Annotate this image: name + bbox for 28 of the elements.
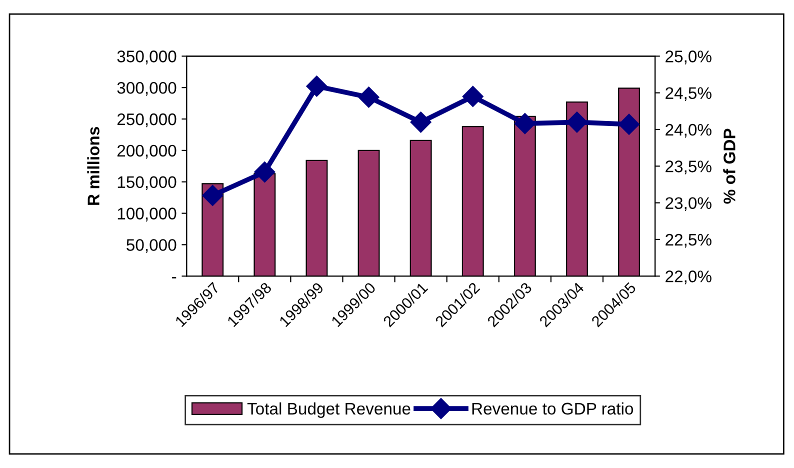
y2-tick-label: 24,0% xyxy=(666,124,712,138)
point xyxy=(358,86,380,108)
y2-tick-label: 24,5% xyxy=(666,87,712,101)
y-tick-label: 200,000 xyxy=(117,144,176,159)
y-axis-title: R millions xyxy=(87,127,100,205)
point xyxy=(306,76,328,97)
point xyxy=(410,112,432,133)
y2-tick-label: 22,5% xyxy=(666,234,712,248)
y-tick-label: - xyxy=(172,277,176,278)
y2-tick-label: 23,0% xyxy=(666,197,712,211)
point xyxy=(254,161,276,183)
point xyxy=(202,184,224,206)
y-tick-label: 350,000 xyxy=(117,50,176,64)
y2-tick-label: 25,0% xyxy=(666,50,712,64)
point xyxy=(514,113,536,134)
y-tick-label: 50,000 xyxy=(126,239,176,253)
y-tick-label: 150,000 xyxy=(118,176,176,190)
y2-axis-title: % of GDP xyxy=(723,128,736,204)
legend-label: Total Budget Revenue xyxy=(247,402,410,418)
y-tick-label: 250,000 xyxy=(117,113,176,128)
point xyxy=(566,112,588,133)
point xyxy=(462,86,484,107)
y2-tick-label: 22,0% xyxy=(666,270,712,284)
point xyxy=(618,114,640,135)
y-tick-label: 100,000 xyxy=(118,208,176,222)
legend-label: Revenue to GDP ratio xyxy=(472,402,634,415)
y2-tick-label: 23,5% xyxy=(666,160,712,174)
y-tick-label: 300,000 xyxy=(117,82,176,96)
